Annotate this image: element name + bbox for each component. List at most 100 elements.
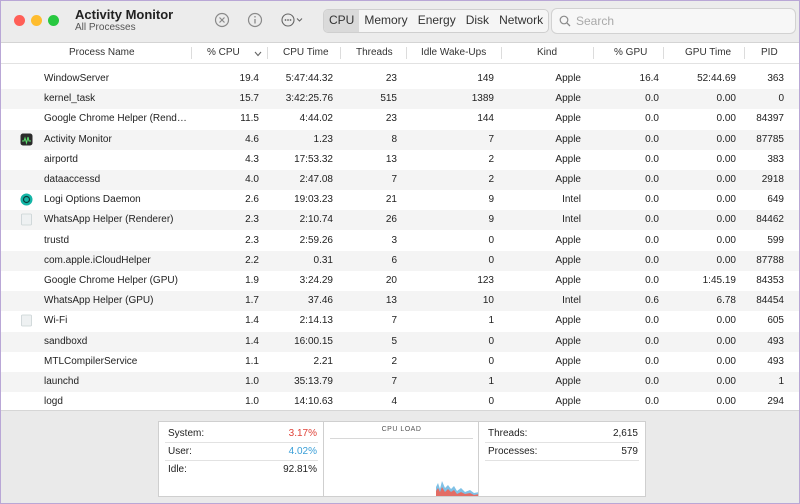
column-header-kind[interactable]: Kind [537,47,558,58]
gpu-cell: 0.0 [645,355,659,367]
table-row[interactable]: Activity Monitor 4.6 1.23 8 7 Apple 0.0 0.00 877… [1,129,799,150]
column-header-pid[interactable]: PID [761,47,778,58]
minimize-button[interactable] [31,15,42,26]
kind-cell: Apple [555,174,581,185]
divider [330,438,473,439]
threads-cell: 2 [391,355,397,367]
threads-cell: 8 [391,133,397,145]
threads-cell: 4 [391,396,397,408]
column-divider[interactable] [663,47,664,59]
process-name-cell: Google Chrome Helper (Rend… [44,113,186,125]
process-name-cell: launchd [44,376,80,387]
divider [165,442,318,443]
table-row[interactable]: sandboxd 1.4 16:00.15 5 0 Apple 0.0 0.00 493 [1,331,799,352]
zoom-button[interactable] [48,15,59,26]
column-header-idle-wake-ups[interactable]: Idle Wake-Ups [421,47,487,58]
table-row[interactable]: launchd 1.0 35:13.79 7 1 Apple 0.0 0.00 1 [1,372,799,392]
cpu-time-cell: 37.46 [307,295,333,307]
cpu-time-cell: 1.23 [313,133,333,145]
table-row[interactable]: trustd 2.3 2:59.26 3 0 Apple 0.0 0.00 599 [1,231,799,251]
threads-cell: 26 [385,214,397,226]
column-header-gpu-time[interactable]: GPU Time [685,47,732,58]
table-row[interactable]: dataaccessd 4.0 2:47.08 7 2 Apple 0.0 0.00 2918 [1,170,799,190]
table-row[interactable]: airportd 4.3 17:53.32 13 2 Apple 0.0 0.00 383 [1,150,799,170]
column-divider[interactable] [501,47,502,59]
close-button[interactable] [14,15,25,26]
table-row[interactable]: Wi-Fi 1.4 2:14.13 7 1 Apple 0.0 0.00 605 [1,311,799,331]
table-row[interactable]: com.apple.iCloudHelper 2.2 0.31 6 0 Apple 0.0 0… [1,250,799,271]
actions-menu-button[interactable] [280,12,306,28]
column-divider[interactable] [267,47,268,59]
column-divider[interactable] [744,47,745,59]
table-row[interactable]: logd 1.0 14:10.63 4 0 Apple 0.0 0.00 294 [1,392,799,409]
table-row[interactable]: Logi Options Daemon 2.6 19:03.23 21 9 Intel 0.… [1,190,799,210]
tab-energy[interactable]: Energy [417,13,456,27]
stop-process-button[interactable] [214,12,230,28]
gpu-cell: 0.0 [645,113,659,125]
table-row[interactable]: WhatsApp Helper (GPU) 1.7 37.46 13 10 Intel 0.… [1,291,799,312]
column-header-gpu[interactable]: % GPU [614,47,648,58]
gpu-time-cell: 0.00 [716,133,736,145]
table-row[interactable]: WindowServer 19.4 5:47:44.32 23 149 Apple 16.4… [1,69,799,89]
idle-wake-ups-cell: 0 [488,254,494,266]
table-row[interactable]: Google Chrome Helper (GPU) 1.9 3:24.29 20 12… [1,271,799,291]
process-name-cell: dataaccessd [44,174,101,185]
logi-icon [20,193,33,206]
kind-cell: Apple [555,153,581,165]
gpu-time-cell: 0.00 [716,315,736,327]
tab-cpu[interactable]: CPU [324,10,360,32]
table-row[interactable]: kernel_task 15.7 3:42:25.76 515 1389 Apple 0.0… [1,89,799,110]
gpu-cell: 0.0 [645,133,659,145]
window-title: Activity Monitor [75,7,174,22]
process-name-cell: WindowServer [44,73,110,84]
gpu-cell: 0.0 [645,335,659,347]
pid-cell: 87788 [756,254,784,266]
user-label: User: [168,446,192,457]
cpu-time-cell: 3:42:25.76 [285,93,333,105]
idle-wake-ups-cell: 123 [477,275,494,286]
process-name-cell: Google Chrome Helper (GPU) [44,275,178,286]
cpu-time-cell: 17:53.32 [294,153,333,165]
user-value: 4.02% [288,446,317,457]
table-row[interactable]: Google Chrome Helper (Rend… 11.5 4:44.02 23… [1,109,799,129]
column-header-cpu[interactable]: % CPU [207,47,240,58]
process-name-cell: Logi Options Daemon [44,194,141,206]
search-field[interactable] [551,8,796,34]
gpu-time-cell: 1:45.19 [702,275,736,286]
inspect-process-button[interactable] [247,12,263,28]
ellipsis-circle-icon [281,13,303,27]
cpu-load-title: CPU LOAD [381,426,422,433]
pid-cell: 84462 [756,214,784,226]
cpu-cell: 4.6 [245,133,259,145]
system-value: 3.17% [288,428,317,439]
threads-cell: 7 [391,174,397,185]
column-divider[interactable] [406,47,407,59]
system-label: System: [168,428,205,439]
threads-cell: 13 [385,153,397,165]
column-header-cpu-time[interactable]: CPU Time [283,47,329,58]
column-divider[interactable] [191,47,192,59]
pid-cell: 363 [767,73,784,84]
idle-wake-ups-cell: 9 [488,194,494,206]
cpu-time-cell: 35:13.79 [294,376,333,387]
column-divider[interactable] [593,47,594,59]
threads-label: Threads: [488,428,528,439]
kind-cell: Apple [555,275,581,286]
tab-network[interactable]: Network [499,13,544,27]
tab-memory[interactable]: Memory [364,13,408,27]
pid-cell: 2918 [761,174,784,185]
column-header-process-name[interactable]: Process Name [69,47,135,58]
gpu-cell: 0.0 [645,214,659,226]
gpu-cell: 0.0 [645,234,659,246]
column-divider[interactable] [340,47,341,59]
divider [485,442,639,443]
column-header-threads[interactable]: Threads [356,47,393,58]
idle-wake-ups-cell: 10 [482,295,494,307]
table-row[interactable]: MTLCompilerService 1.1 2.21 2 0 Apple 0.0 0.00 4… [1,352,799,372]
search-input[interactable] [574,12,788,30]
table-row[interactable]: WhatsApp Helper (Renderer) 2.3 2:10.74 26 9 I… [1,210,799,231]
tab-disk[interactable]: Disk [465,13,490,27]
sort-descending-icon [254,51,262,57]
cpu-cell: 19.4 [239,73,259,84]
